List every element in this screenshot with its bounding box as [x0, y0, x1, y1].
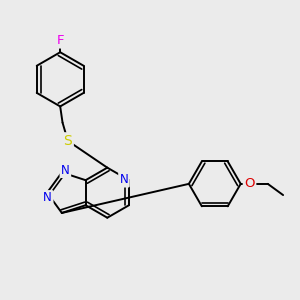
Text: S: S [64, 134, 72, 148]
Text: F: F [56, 34, 64, 47]
Text: N: N [43, 191, 52, 205]
Text: O: O [244, 177, 255, 190]
Text: N: N [120, 173, 128, 186]
Text: N: N [61, 164, 70, 177]
